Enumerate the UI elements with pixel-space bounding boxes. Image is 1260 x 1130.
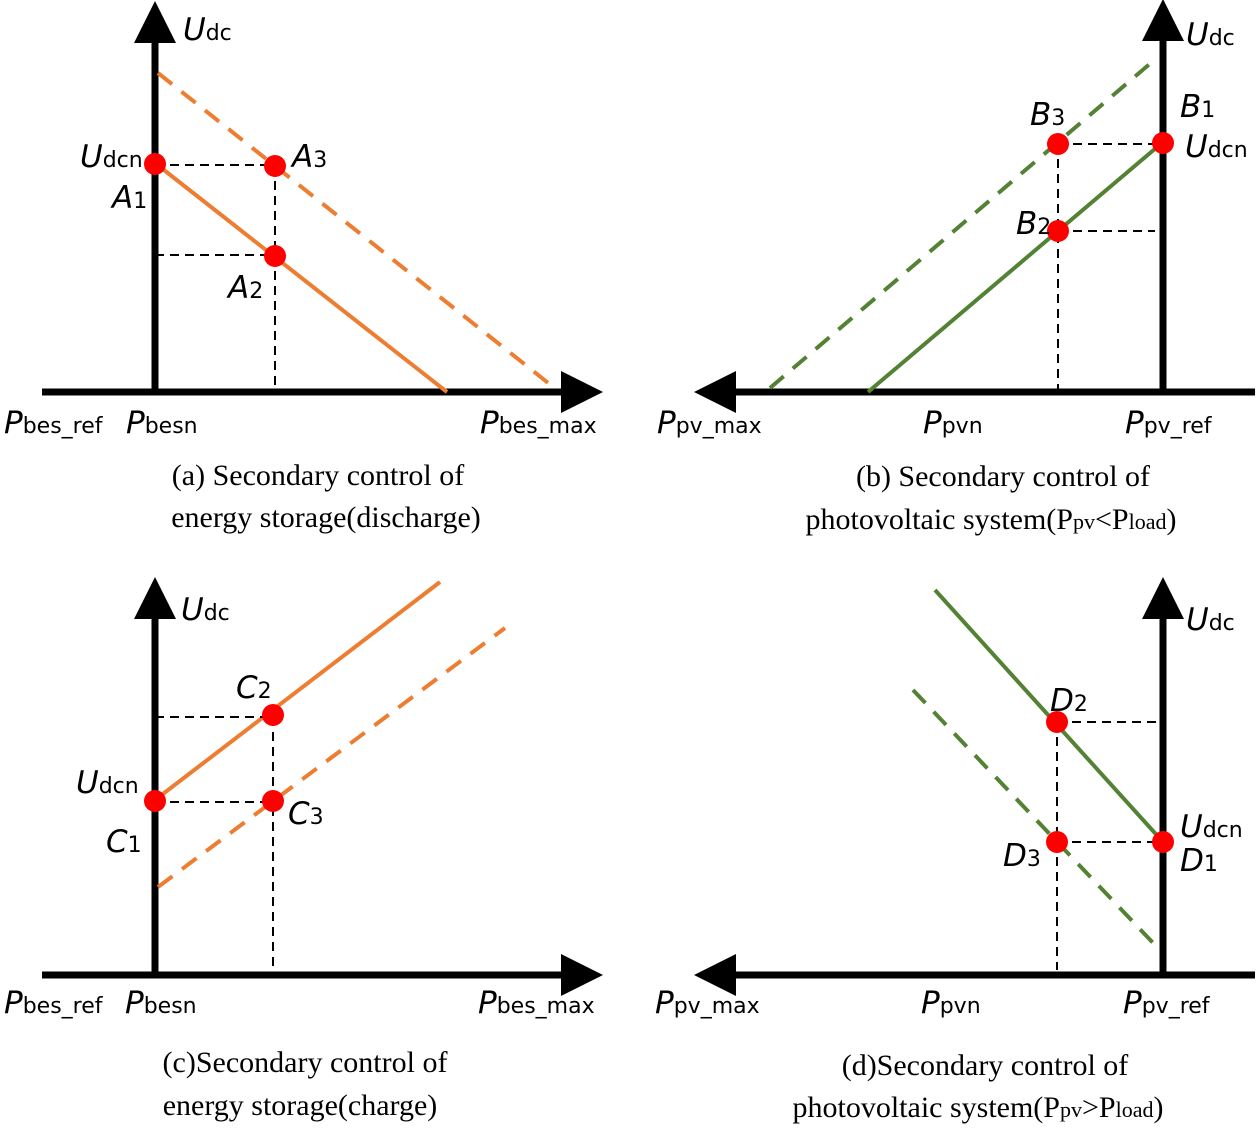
udcn-label: Udcn	[1185, 129, 1248, 165]
shifted-droop-line	[156, 626, 507, 889]
panel-a-discharge: Udc Udcn A1 A2 A3 Pbes_ref Pbesn Pbes_ma…	[4, 1, 603, 534]
a1-label: A1	[110, 180, 147, 216]
panel-c-charge: Udc Udcn C1 C2 C3 Pbes_ref Pbesn Pbes_ma…	[4, 577, 603, 1122]
point-c1	[144, 790, 166, 812]
x-label-ref: Pbes_ref	[4, 405, 104, 441]
caption-line-2: energy storage(discharge)	[171, 501, 481, 534]
point-d1	[1152, 831, 1174, 853]
point-b2	[1047, 220, 1069, 242]
x-label-ref: Ppv_ref	[1125, 405, 1213, 441]
point-c2	[262, 704, 284, 726]
udcn-label: Udcn	[76, 765, 139, 801]
x-label-max: Ppv_max	[657, 405, 762, 441]
b3-label: B3	[1030, 97, 1065, 133]
udcn-label: Udcn	[80, 139, 143, 175]
panel-b-pv-low: Udc Udcn B1 B2 B3 Ppv_max Ppvn Ppv_ref (…	[657, 0, 1255, 536]
x-label-max: Ppv_max	[655, 985, 760, 1021]
point-b1	[1152, 132, 1174, 154]
droop-line	[153, 161, 449, 394]
x-label-max: Pbes_max	[480, 405, 597, 441]
b2-label: B2	[1016, 206, 1051, 242]
b1-label: B1	[1180, 89, 1215, 125]
droop-line	[866, 140, 1165, 394]
caption-line-1: (b) Secondary control of	[856, 460, 1150, 493]
guide-lines	[1057, 143, 1163, 390]
udcn-label: Udcn	[1180, 809, 1243, 845]
panel-d-pv-high: Udc Udcn D1 D2 D3 Ppv_max Ppvn Ppv_ref (…	[655, 577, 1255, 1124]
caption-line-1: (d)Secondary control of	[842, 1049, 1129, 1082]
d3-label: D3	[1003, 838, 1041, 874]
c3-label: C3	[288, 796, 324, 832]
x-label-nominal: Pbesn	[125, 985, 197, 1021]
point-a2	[264, 245, 286, 267]
point-a1	[144, 153, 166, 175]
x-label-ref: Ppv_ref	[1123, 985, 1211, 1021]
x-label-nominal: Pbesn	[126, 405, 198, 441]
c1-label: C1	[106, 824, 142, 860]
d1-label: D1	[1180, 843, 1218, 879]
droop-line	[153, 580, 442, 802]
point-c3	[262, 790, 284, 812]
point-a3	[264, 155, 286, 177]
guide-lines	[1056, 721, 1163, 970]
y-axis-label: Udc	[1186, 602, 1235, 638]
shifted-droop-line	[768, 60, 1154, 390]
caption-line-1: (a) Secondary control of	[172, 459, 464, 492]
x-label-ref: Pbes_ref	[4, 985, 104, 1021]
shifted-droop-line	[911, 688, 1157, 947]
caption-line-2: photovoltaic system(Ppv>Pload)	[793, 1091, 1164, 1124]
y-axis-label: Udc	[183, 12, 232, 48]
caption-line-1: (c)Secondary control of	[163, 1046, 448, 1079]
shifted-droop-line	[156, 71, 554, 388]
point-b3	[1047, 133, 1069, 155]
caption-line-2: energy storage(charge)	[163, 1089, 438, 1122]
guide-lines	[155, 164, 276, 390]
x-label-nominal: Ppvn	[923, 405, 983, 441]
point-d3	[1046, 831, 1068, 853]
c2-label: C2	[236, 670, 272, 706]
a3-label: A3	[290, 139, 327, 175]
point-d2	[1046, 711, 1068, 733]
d2-label: D2	[1050, 683, 1088, 719]
a2-label: A2	[226, 270, 263, 306]
guide-lines	[155, 716, 274, 973]
x-label-nominal: Ppvn	[921, 985, 981, 1021]
y-axis-label: Udc	[181, 592, 230, 628]
x-label-max: Pbes_max	[478, 985, 595, 1021]
caption-line-2: photovoltaic system(Ppv<Pload)	[806, 503, 1177, 536]
y-axis-label: Udc	[1186, 17, 1235, 53]
